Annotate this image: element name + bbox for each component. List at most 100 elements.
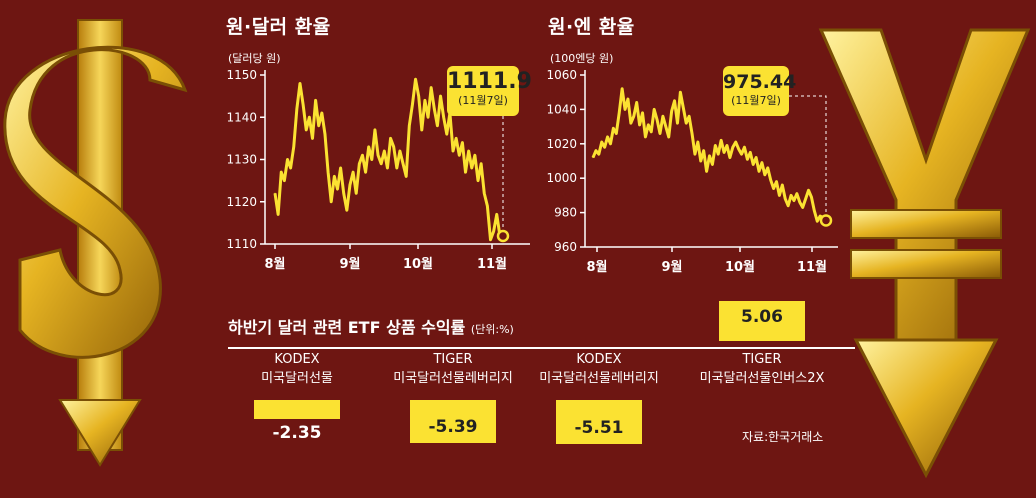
chart1-point bbox=[333, 175, 335, 177]
etf-bar bbox=[410, 400, 496, 444]
chart1-point bbox=[343, 192, 345, 194]
chart1-point bbox=[315, 99, 317, 101]
chart2-ytick-label: 980 bbox=[554, 206, 577, 220]
chart1-xtick-label: 9월 bbox=[339, 256, 360, 272]
chart1-point bbox=[339, 167, 342, 169]
chart2-point bbox=[732, 146, 734, 148]
chart1-ytick-label: 1110 bbox=[226, 237, 257, 251]
chart1-point bbox=[311, 137, 314, 139]
chart2-ytick-label: 1060 bbox=[546, 68, 577, 82]
chart2-point bbox=[784, 198, 786, 200]
chart1-ytick-label: 1130 bbox=[226, 153, 257, 167]
chart1-point bbox=[290, 167, 292, 169]
chart1-point bbox=[377, 154, 379, 156]
chart1-point bbox=[308, 116, 310, 118]
chart1-point bbox=[383, 150, 385, 152]
chart1-point bbox=[486, 205, 488, 207]
chart2-point bbox=[592, 156, 594, 159]
chart2-point bbox=[694, 153, 696, 155]
chart1-point bbox=[424, 99, 426, 101]
chart2-point bbox=[775, 181, 778, 183]
chart1-point bbox=[464, 171, 467, 173]
chart1-point bbox=[455, 137, 457, 139]
etf-category-label: TIGER 미국달러선물인버스2X bbox=[682, 350, 842, 388]
chart2-endpoint-marker bbox=[819, 214, 833, 227]
etf-category-line: TIGER bbox=[433, 352, 473, 367]
chart1-point bbox=[283, 180, 285, 182]
chart1-point bbox=[443, 116, 445, 118]
chart1-callout-date: (11월7일) bbox=[458, 94, 508, 107]
etf-value-label: -2.35 bbox=[272, 422, 322, 443]
yen-sign-icon bbox=[818, 28, 1031, 479]
chart2-point bbox=[729, 156, 731, 159]
etf-bar bbox=[719, 300, 805, 341]
chart2-point bbox=[703, 150, 705, 152]
chart2-point bbox=[659, 132, 661, 135]
chart2-point bbox=[636, 101, 638, 104]
chart2-point bbox=[772, 187, 775, 190]
chart2-point bbox=[758, 170, 760, 172]
chart2-point bbox=[639, 124, 641, 126]
chart1-point bbox=[389, 137, 392, 139]
chart2-point bbox=[650, 131, 652, 133]
chart2-point bbox=[720, 139, 722, 141]
chart1-xtick-label: 8월 bbox=[264, 256, 285, 272]
chart1-point bbox=[399, 150, 401, 152]
chart2-point bbox=[630, 122, 632, 124]
chart1-point bbox=[483, 192, 485, 194]
chart2-point bbox=[653, 108, 655, 110]
chart2-point bbox=[711, 163, 714, 166]
chart2-ytick-label: 1000 bbox=[546, 171, 577, 185]
chart1-callout-value: 1111.9 bbox=[447, 69, 532, 94]
etf-bar bbox=[556, 400, 642, 445]
etf-category-line: 미국달러선물레버리지 bbox=[539, 371, 659, 386]
chart2-point bbox=[621, 88, 623, 90]
chart1-point bbox=[439, 95, 442, 97]
chart2-point bbox=[781, 184, 783, 186]
chart2-callout-value: 975.44 bbox=[723, 71, 797, 93]
chart2-point bbox=[749, 151, 751, 153]
chart1-point bbox=[461, 142, 463, 144]
chart1-point bbox=[452, 150, 454, 152]
chart2-point bbox=[618, 112, 620, 114]
chart1-point bbox=[489, 239, 492, 241]
chart1-point bbox=[408, 125, 410, 127]
chart1-ytick-label: 1150 bbox=[226, 68, 257, 82]
etf-value-label: -5.51 bbox=[574, 418, 624, 439]
chart2-point bbox=[717, 153, 719, 155]
chart2-point bbox=[673, 100, 676, 102]
chart2-point bbox=[816, 220, 818, 222]
chart2-leader-line bbox=[789, 95, 827, 215]
chart1-point bbox=[493, 230, 495, 232]
chart1-ytick-label: 1140 bbox=[226, 110, 257, 124]
chart2-point bbox=[813, 210, 815, 212]
chart2-point bbox=[665, 126, 667, 128]
etf-category-label: TIGER 미국달러선물레버리지 bbox=[373, 350, 533, 388]
chart2-point bbox=[682, 107, 684, 109]
chart2-point bbox=[604, 146, 606, 148]
chart2-point bbox=[624, 108, 626, 110]
chart1-point bbox=[402, 163, 404, 165]
chart2-ytick-label: 1020 bbox=[546, 137, 577, 151]
etf-divider bbox=[228, 347, 855, 349]
chart1-point bbox=[296, 108, 298, 110]
etf-title-text: 하반기 달러 관련 ETF 상품 수익률 bbox=[228, 318, 466, 337]
chart2-series-line bbox=[591, 87, 828, 223]
chart1-point bbox=[327, 171, 329, 173]
etf-category-line: 미국달러선물 bbox=[261, 371, 333, 386]
chart2-point bbox=[714, 144, 716, 147]
chart1-point bbox=[349, 184, 351, 186]
chart1-xtick-label: 10월 bbox=[403, 256, 433, 272]
chart2-point bbox=[668, 136, 670, 138]
chart1-point bbox=[414, 78, 417, 80]
chart2-point bbox=[656, 119, 658, 121]
chart1-point bbox=[477, 180, 479, 182]
chart2-xtick-label: 11월 bbox=[797, 259, 827, 275]
chart2-point bbox=[735, 141, 737, 143]
chart2-point bbox=[819, 215, 821, 217]
chart2-point bbox=[606, 136, 609, 138]
chart2-point bbox=[743, 146, 746, 148]
chart2-point bbox=[767, 167, 769, 169]
